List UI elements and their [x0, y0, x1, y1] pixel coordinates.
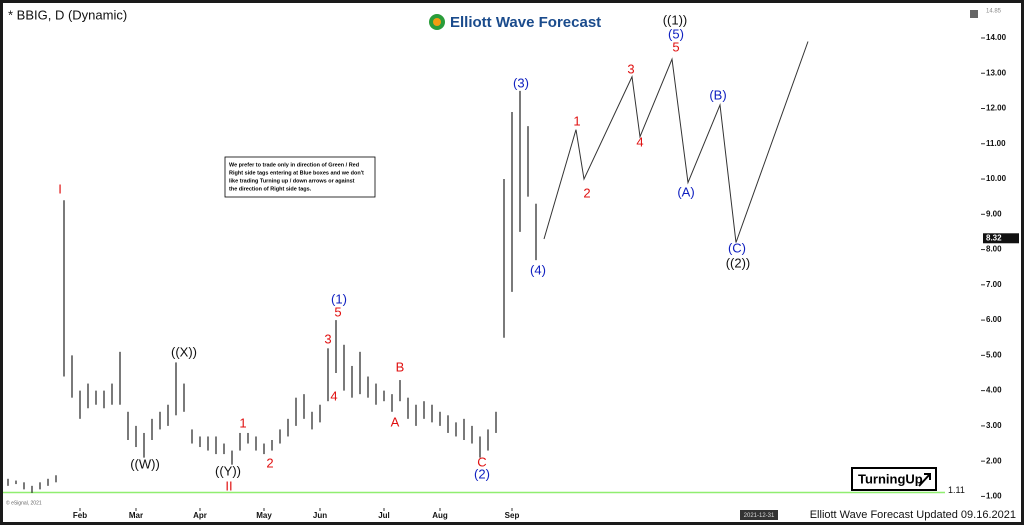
wave-label: 3: [627, 61, 634, 76]
last-price-tag: [983, 233, 1019, 244]
wave-label: C: [477, 454, 486, 469]
y-tick-label: 7.00: [986, 280, 1002, 289]
wave-label: 4: [636, 134, 643, 149]
copyright: © eSignal, 2021: [6, 499, 42, 506]
x-tick-label: Feb: [73, 511, 87, 520]
brand: Elliott Wave Forecast: [450, 14, 601, 31]
y-tick-label: 6.00: [986, 315, 1002, 324]
footer: Elliott Wave Forecast Updated 09.16.2021: [810, 509, 1016, 521]
wave-label: 1: [573, 113, 580, 128]
logo-icon-inner: [433, 18, 441, 26]
x-tick-label: Apr: [193, 511, 207, 520]
wave-label: (1): [331, 291, 347, 306]
note-box: [224, 156, 376, 198]
wave-label: (B): [709, 87, 726, 102]
x-tick-label: Jun: [313, 511, 327, 520]
y-tick-label: 3.00: [986, 421, 1002, 430]
note-line: Right side tags entering at Blue boxes a…: [229, 170, 364, 176]
note-line: like trading Turning up / down arrows or…: [229, 178, 355, 184]
y-tick-label: 5.00: [986, 350, 1002, 359]
symbol-title: * BBIG, D (Dynamic): [8, 7, 127, 22]
wave-label: ((W)): [130, 456, 160, 471]
wave-label: B: [396, 359, 405, 374]
wave-label: A: [391, 414, 400, 429]
y-tick-label: 8.00: [986, 245, 1002, 254]
wave-label: II: [225, 478, 232, 493]
logo: Elliott Wave Forecast: [429, 14, 601, 31]
wave-label: ((Y)): [215, 463, 241, 478]
wave-label: 2: [266, 455, 273, 470]
x-tick-label: Aug: [432, 511, 448, 520]
wave-label: (A): [677, 184, 694, 199]
y-tick-label: 12.00: [986, 104, 1007, 113]
wave-label: (2): [474, 466, 490, 481]
date-box: 2021-12-31: [744, 513, 775, 519]
last-price-label: 8.32: [986, 233, 1002, 242]
wave-label: 5: [672, 39, 679, 54]
y-tick-label: 4.00: [986, 386, 1002, 395]
wave-label: 4: [330, 388, 337, 403]
y-tick-label: 14.00: [986, 33, 1007, 42]
wave-label: 2: [583, 185, 590, 200]
wave-label: ((X)): [171, 344, 197, 359]
wave-label: ((2)): [726, 255, 751, 270]
date-box-bg: [740, 510, 778, 520]
wave-label: (C): [728, 240, 746, 255]
top-price: 14.85: [986, 9, 1002, 15]
y-tick-label: 13.00: [986, 68, 1007, 77]
x-tick-label: Jul: [378, 511, 390, 520]
wave-label: 5: [334, 304, 341, 319]
price-axis: [981, 3, 1021, 508]
note-line: We prefer to trade only in direction of …: [229, 162, 359, 168]
wave-label: (4): [530, 262, 546, 277]
y-tick-label: 10.00: [986, 174, 1007, 183]
y-tick-label: 1.00: [986, 492, 1002, 501]
x-tick-label: Sep: [505, 511, 520, 520]
badge: TurningUp: [858, 471, 923, 486]
note-line: the direction of Right side tags.: [229, 186, 312, 192]
x-tick-label: May: [256, 511, 272, 520]
badge-arrow: [918, 473, 931, 487]
badge-box: [851, 467, 937, 491]
y-tick-label: 11.00: [986, 139, 1006, 148]
wave-label: (5): [668, 26, 684, 41]
plot-area: [3, 3, 981, 508]
settings-icon: [970, 10, 978, 18]
support-label: 1.11: [948, 485, 965, 495]
wave-label: 3: [324, 331, 331, 346]
wave-label: (3): [513, 75, 529, 90]
projection-line: [543, 41, 809, 243]
x-tick-label: Mar: [129, 511, 143, 520]
y-tick-label: 9.00: [986, 209, 1002, 218]
y-tick-label: 2.00: [986, 456, 1002, 465]
wave-label: 1: [239, 415, 246, 430]
wave-label: ((1)): [663, 12, 688, 27]
wave-label: I: [58, 181, 62, 196]
